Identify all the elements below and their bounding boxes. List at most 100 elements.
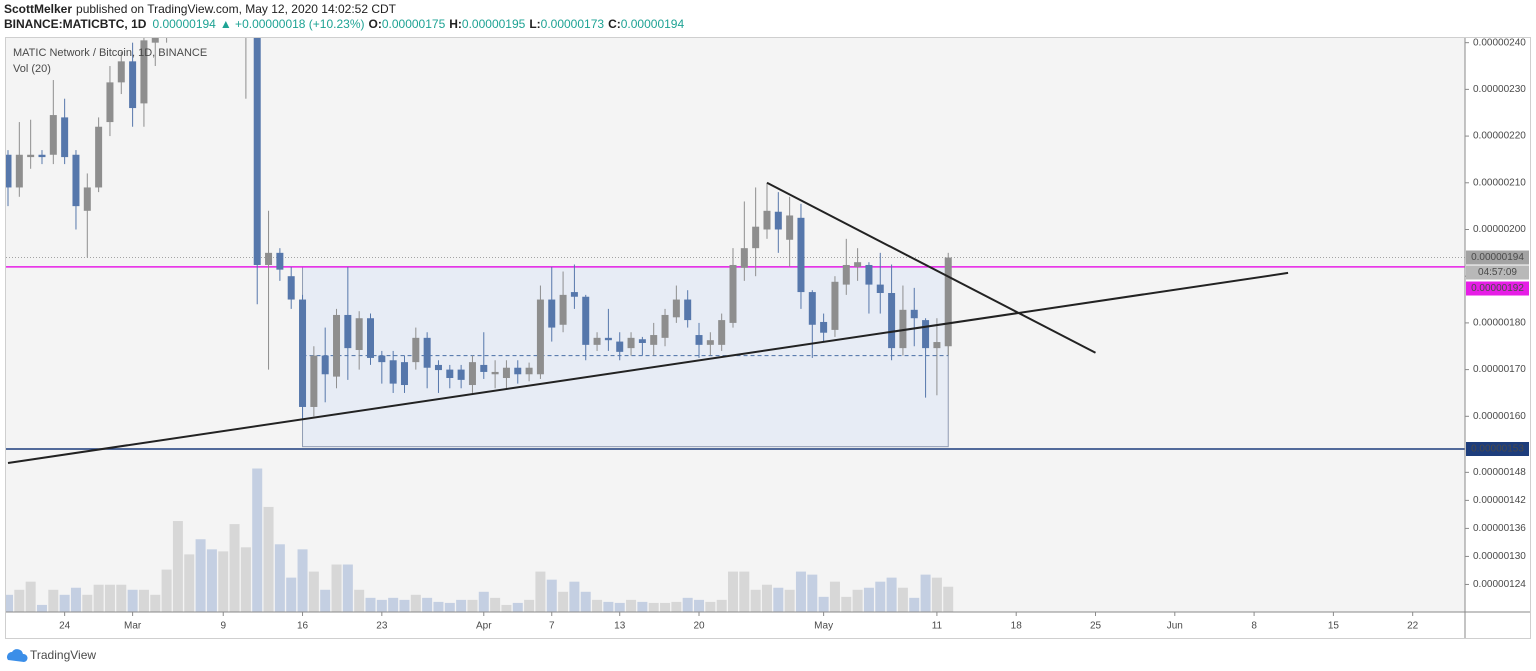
volume-bar — [150, 594, 161, 612]
volume-bar — [48, 589, 59, 612]
candle-body — [831, 281, 839, 330]
x-tick-label: 24 — [59, 621, 71, 632]
volume-bar — [761, 584, 772, 612]
volume-bar — [320, 589, 331, 612]
volume-bar — [535, 571, 546, 612]
candle-body — [514, 367, 522, 375]
ohlc-value: 0.00000175 — [382, 17, 446, 31]
candle-body — [446, 369, 454, 379]
volume-bar — [116, 584, 127, 612]
candle-body — [706, 340, 714, 345]
volume-bar — [682, 597, 693, 612]
volume-bar — [694, 599, 705, 612]
published: published on TradingView.com, May 12, 20… — [76, 2, 397, 16]
candle-body — [344, 314, 352, 349]
candle-body — [468, 362, 476, 386]
candle-body — [910, 309, 918, 319]
candle-body — [287, 276, 295, 300]
y-tick-label: 0.00000200 — [1473, 224, 1526, 235]
candle-body — [525, 367, 533, 375]
candle-body — [899, 309, 907, 349]
volume-bar — [795, 571, 806, 612]
volume-bar — [875, 581, 886, 612]
last-price-label-text: 0.00000194 — [1471, 252, 1524, 263]
volume-bar — [660, 602, 671, 612]
volume-bar — [184, 554, 195, 612]
volume-bar — [138, 589, 149, 612]
volume-bar — [512, 602, 523, 612]
volume-bar — [943, 586, 954, 612]
volume-bar — [931, 577, 942, 612]
volume-bar — [263, 506, 274, 612]
footer-logo: TradingView — [7, 648, 96, 662]
x-tick-label: 18 — [1011, 621, 1023, 632]
volume-bar — [603, 601, 614, 612]
volume-bar — [14, 589, 25, 612]
volume-bar — [331, 564, 342, 612]
candle-body — [718, 320, 726, 345]
volume-bar — [229, 524, 240, 612]
trendline — [7, 271, 1289, 465]
x-tick-label: Jun — [1167, 621, 1183, 632]
candle-body — [129, 61, 137, 109]
publish-line: ScottMelker published on TradingView.com,… — [4, 2, 397, 16]
chart-frame — [5, 37, 1531, 639]
level-label-box — [1466, 442, 1529, 457]
candle-body — [27, 154, 35, 158]
candle-body — [616, 341, 624, 352]
candle-body — [752, 226, 760, 249]
volume-bar — [818, 596, 829, 612]
candle-body — [457, 369, 465, 380]
candle-body — [559, 294, 567, 325]
ohlc-label: C: — [608, 17, 621, 31]
y-tick-label: 0.00000240 — [1473, 37, 1526, 48]
candle-body — [740, 248, 748, 268]
ohlc-value: 0.00000194 — [621, 17, 685, 31]
x-tick-label: 25 — [1090, 621, 1102, 632]
candle-body — [15, 154, 23, 188]
ohlc-label: H: — [449, 17, 462, 31]
volume-bar — [365, 597, 376, 612]
ohlc-value: 0.00000195 — [462, 17, 526, 31]
x-tick-label: 23 — [376, 621, 388, 632]
x-tick-label: 9 — [220, 621, 226, 632]
candle-body — [638, 339, 646, 343]
volume-bar — [750, 589, 761, 612]
volume-bar — [274, 544, 285, 612]
volume-bar — [433, 601, 444, 612]
x-tick-label: 13 — [614, 621, 626, 632]
candle-body — [876, 284, 884, 294]
volume-bar — [637, 601, 648, 612]
volume-bar — [297, 549, 308, 612]
y-tick-label: 0.00000142 — [1473, 495, 1526, 506]
volume-bar — [444, 602, 455, 612]
trendline — [766, 181, 1096, 354]
y-tick-label: 0.00000220 — [1473, 131, 1526, 142]
candle-body — [888, 293, 896, 349]
x-tick-label: 7 — [549, 621, 555, 632]
candle-body — [820, 321, 828, 333]
chart-title: MATIC Network / Bitcoin, 1D, BINANCE — [13, 47, 207, 59]
volume-bar — [784, 589, 795, 612]
candle-body — [650, 335, 658, 345]
volume-bar — [25, 581, 36, 612]
symbol: BINANCE:MATICBTC, 1D — [4, 17, 147, 31]
volume-bar — [70, 587, 81, 612]
candle-body — [548, 299, 556, 328]
volume-bar — [422, 597, 433, 612]
volume-bar — [863, 587, 874, 612]
candle-body — [83, 187, 91, 211]
candle-body — [72, 154, 80, 207]
candle-body — [570, 292, 578, 297]
level-label-box — [1466, 281, 1529, 296]
volume-bar — [399, 599, 410, 612]
volume-bar — [172, 521, 183, 612]
x-tick-label: 11 — [932, 621, 943, 632]
candle-body — [253, 38, 261, 265]
candle-body — [944, 257, 952, 347]
candle-body — [865, 264, 873, 285]
y-tick-label: 0.00000230 — [1473, 84, 1526, 95]
candle-body — [672, 299, 680, 318]
volume-bar — [59, 594, 70, 612]
